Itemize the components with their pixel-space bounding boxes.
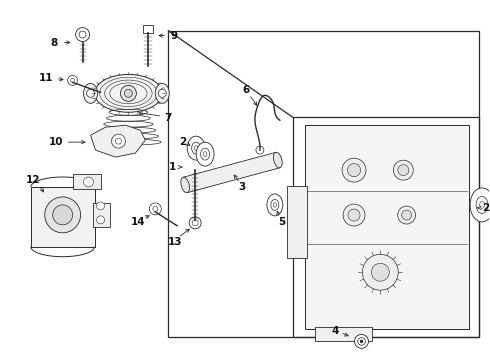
Circle shape bbox=[363, 254, 398, 290]
Circle shape bbox=[124, 89, 132, 97]
Circle shape bbox=[71, 78, 74, 82]
Circle shape bbox=[342, 158, 366, 182]
Circle shape bbox=[256, 146, 264, 154]
Circle shape bbox=[398, 165, 409, 176]
Text: 2: 2 bbox=[482, 203, 490, 213]
Ellipse shape bbox=[155, 84, 169, 103]
Circle shape bbox=[121, 85, 136, 101]
Ellipse shape bbox=[273, 152, 282, 168]
Text: 10: 10 bbox=[49, 137, 63, 147]
Text: 9: 9 bbox=[171, 31, 178, 41]
Ellipse shape bbox=[271, 199, 279, 210]
Bar bbox=[144, 24, 153, 32]
Circle shape bbox=[116, 138, 122, 144]
Bar bbox=[73, 174, 100, 189]
Circle shape bbox=[45, 197, 80, 233]
Circle shape bbox=[393, 160, 413, 180]
Circle shape bbox=[402, 210, 412, 220]
Ellipse shape bbox=[192, 142, 200, 154]
Circle shape bbox=[358, 338, 366, 345]
Ellipse shape bbox=[203, 152, 207, 157]
Circle shape bbox=[68, 75, 77, 85]
Text: 14: 14 bbox=[131, 217, 146, 227]
Ellipse shape bbox=[200, 148, 210, 160]
Ellipse shape bbox=[181, 177, 190, 193]
Ellipse shape bbox=[273, 203, 276, 207]
Circle shape bbox=[158, 89, 166, 97]
Ellipse shape bbox=[195, 146, 198, 150]
Ellipse shape bbox=[267, 194, 283, 216]
Polygon shape bbox=[91, 125, 146, 157]
Circle shape bbox=[84, 177, 94, 187]
Bar bbox=[287, 186, 307, 258]
Circle shape bbox=[87, 89, 95, 97]
Text: 4: 4 bbox=[332, 327, 339, 336]
Ellipse shape bbox=[196, 142, 214, 166]
Ellipse shape bbox=[95, 75, 162, 112]
Text: 12: 12 bbox=[25, 175, 40, 185]
Text: 5: 5 bbox=[278, 217, 286, 227]
Text: 6: 6 bbox=[243, 85, 249, 95]
Circle shape bbox=[348, 209, 360, 221]
Circle shape bbox=[192, 220, 198, 226]
Bar bbox=[305, 125, 469, 329]
Text: 1: 1 bbox=[169, 162, 176, 172]
Circle shape bbox=[75, 28, 90, 41]
Circle shape bbox=[371, 263, 389, 281]
Circle shape bbox=[398, 206, 416, 224]
Text: 8: 8 bbox=[50, 37, 57, 48]
Text: 7: 7 bbox=[165, 113, 172, 123]
Text: 2: 2 bbox=[179, 137, 187, 147]
Circle shape bbox=[153, 206, 158, 211]
Ellipse shape bbox=[470, 188, 490, 222]
Circle shape bbox=[149, 203, 161, 215]
Circle shape bbox=[360, 340, 363, 343]
Bar bbox=[293, 117, 479, 337]
Bar bbox=[315, 328, 372, 341]
Circle shape bbox=[189, 217, 201, 229]
Circle shape bbox=[53, 205, 73, 225]
Circle shape bbox=[111, 134, 125, 148]
Bar bbox=[93, 203, 110, 227]
Circle shape bbox=[97, 202, 104, 210]
Ellipse shape bbox=[84, 84, 98, 103]
Bar bbox=[183, 152, 280, 193]
Ellipse shape bbox=[187, 136, 205, 160]
Circle shape bbox=[79, 31, 86, 38]
Ellipse shape bbox=[480, 202, 485, 208]
Bar bbox=[168, 31, 479, 337]
Text: 3: 3 bbox=[238, 182, 245, 192]
Circle shape bbox=[347, 163, 361, 177]
Circle shape bbox=[343, 204, 365, 226]
Bar bbox=[31, 187, 95, 247]
Text: 13: 13 bbox=[168, 237, 182, 247]
Ellipse shape bbox=[476, 197, 488, 213]
Text: 11: 11 bbox=[39, 73, 53, 84]
Circle shape bbox=[355, 334, 368, 348]
Circle shape bbox=[97, 216, 104, 224]
